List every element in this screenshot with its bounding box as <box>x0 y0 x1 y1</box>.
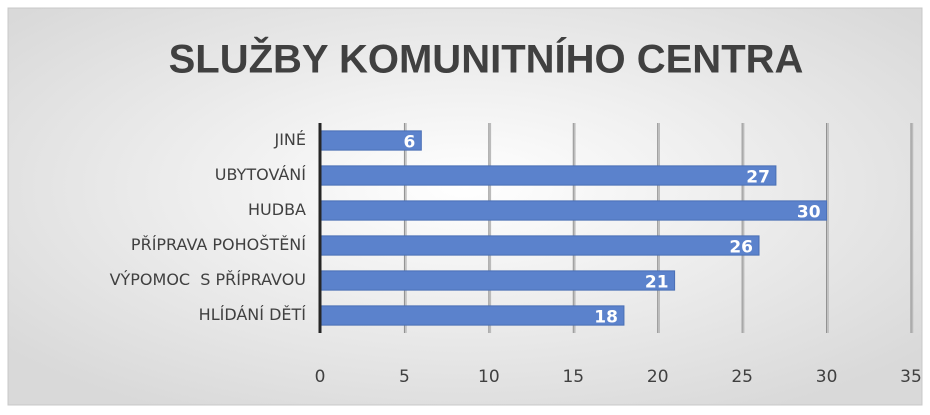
data-label: 18 <box>594 308 618 328</box>
y-tick-label: HUDBA <box>248 200 306 219</box>
data-label: 21 <box>645 273 669 293</box>
x-tick-label: 15 <box>562 367 584 387</box>
x-tick-label: 35 <box>900 367 922 387</box>
y-tick-label: UBYTOVÁNÍ <box>215 165 307 184</box>
bar <box>319 305 625 326</box>
x-tick-label: 30 <box>816 367 838 387</box>
y-tick-label: PŘÍPRAVA POHOŠTĚNÍ <box>131 235 306 254</box>
bar <box>319 270 676 291</box>
bar <box>319 235 760 256</box>
y-tick-label: JINÉ <box>273 130 306 149</box>
y-tick-label: VÝPOMOC S PŘÍPRAVOU <box>110 270 306 289</box>
bar <box>319 165 777 186</box>
data-label: 27 <box>746 168 770 188</box>
chart-title: SLUŽBY KOMUNITNÍHO CENTRA <box>169 36 804 82</box>
data-label: 30 <box>797 203 821 223</box>
x-tick-label: 10 <box>478 367 500 387</box>
data-label: 6 <box>403 133 415 153</box>
x-tick-label: 0 <box>315 367 326 387</box>
bar <box>319 200 828 221</box>
x-tick-label: 20 <box>647 367 669 387</box>
data-label: 26 <box>729 238 753 258</box>
y-tick-label: HLÍDÁNÍ DĚTÍ <box>199 305 307 324</box>
x-tick-label: 25 <box>731 367 753 387</box>
x-tick-label: 5 <box>399 367 410 387</box>
